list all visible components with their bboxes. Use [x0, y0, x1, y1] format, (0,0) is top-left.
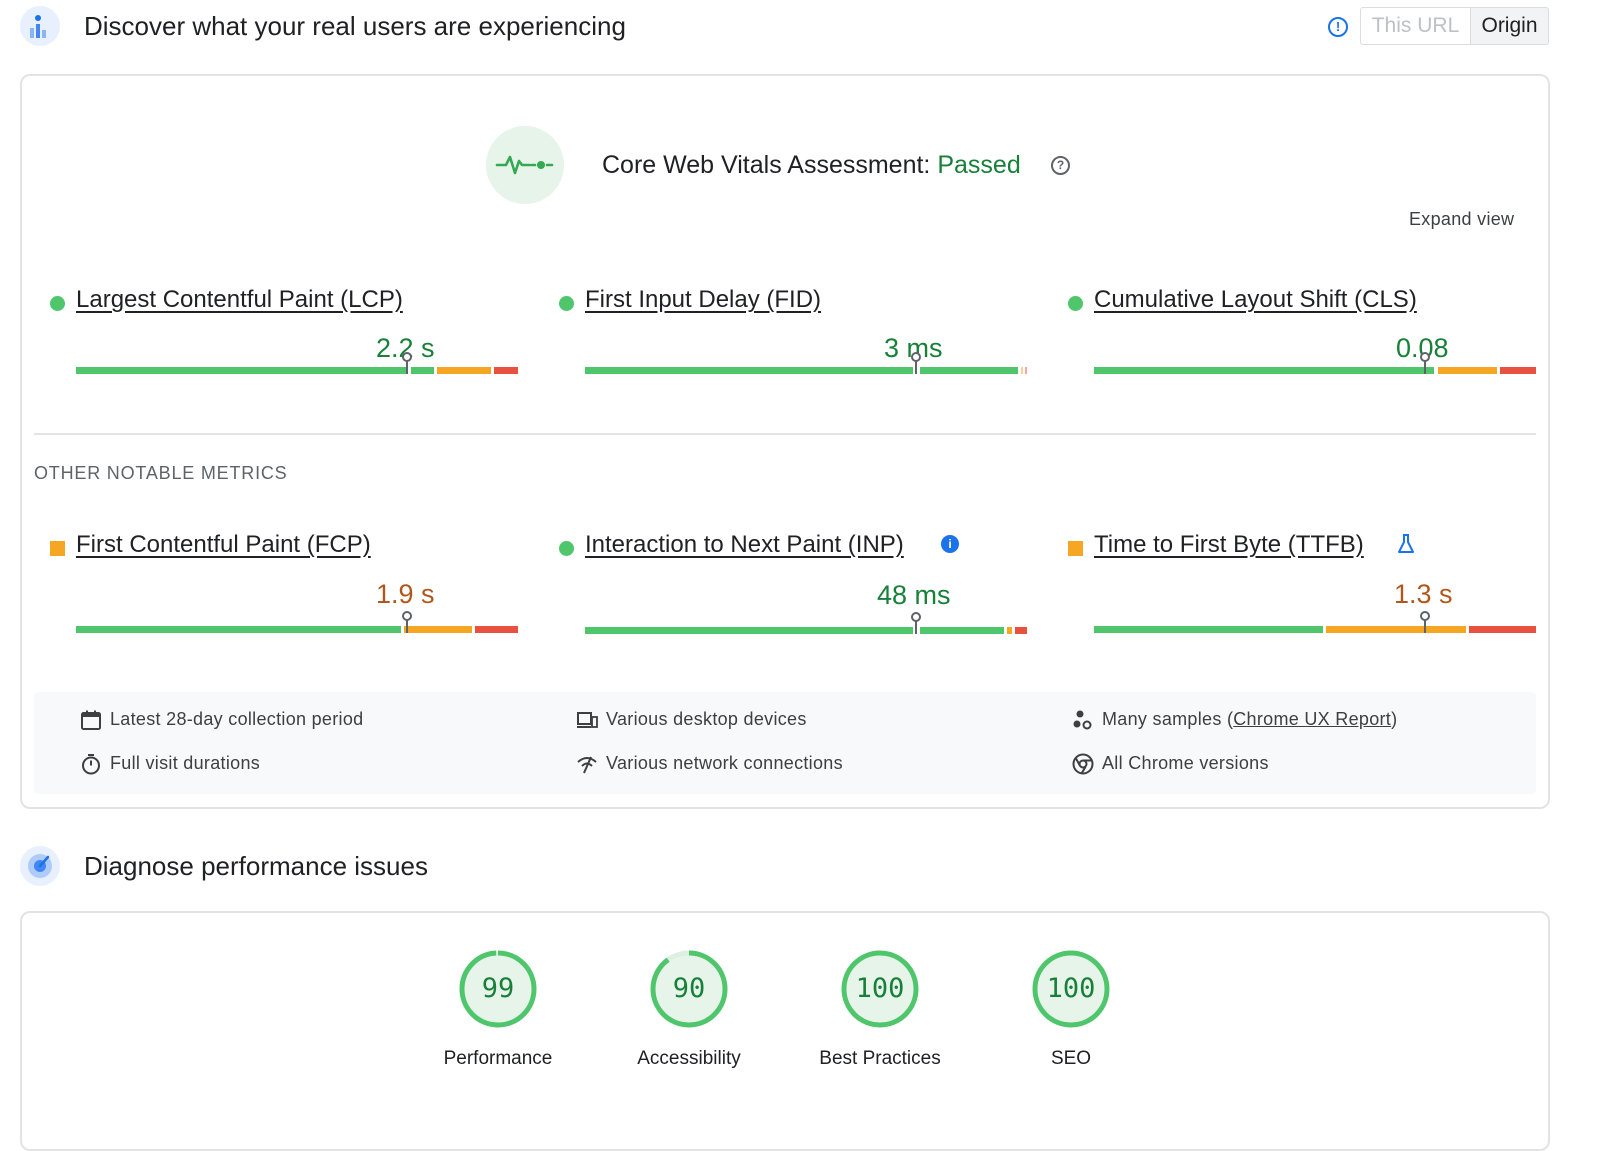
score-value: 100 [855, 973, 905, 1004]
bar-poor [1469, 626, 1536, 633]
distribution-bar [585, 352, 1027, 374]
bar-good [1094, 626, 1323, 633]
wifi-icon [577, 756, 597, 774]
metric-lcp: Largest Contentful Paint (LCP) 2.2 s [50, 286, 520, 386]
score-label: SEO [1050, 1048, 1092, 1069]
cwv-assessment-label: Core Web Vitals Assessment: [602, 151, 931, 179]
bar-needs-improvement [1326, 626, 1466, 633]
distribution-bar [1094, 352, 1536, 374]
bar-good [411, 367, 434, 374]
p75-marker [1420, 611, 1430, 633]
metric-fid: First Input Delay (FID) 3 ms [559, 286, 1029, 386]
stopwatch-icon [82, 754, 100, 775]
bar-needs-improvement [1438, 367, 1497, 374]
p75-marker [1420, 352, 1430, 374]
bar-poor [1015, 627, 1027, 634]
needs-improvement-indicator [1068, 541, 1083, 556]
good-indicator [559, 296, 574, 311]
lab-data-title: Diagnose performance issues [84, 851, 428, 881]
p75-marker [911, 352, 921, 374]
accessibility-gauge[interactable]: 90 [649, 949, 729, 1029]
good-indicator [559, 541, 574, 556]
score-value: 99 [481, 973, 515, 1004]
cwv-assessment: Core Web Vitals Assessment: Passed [602, 151, 1021, 180]
field-data-icon [20, 6, 60, 46]
bar-good [76, 626, 401, 633]
bar-poor [1025, 367, 1027, 374]
cwv-assessment-status: Passed [937, 151, 1021, 179]
good-indicator [50, 296, 65, 311]
performance-gauge[interactable]: 99 [458, 949, 538, 1029]
bar-good [1094, 367, 1434, 374]
calendar-icon [81, 710, 101, 730]
bar-needs-improvement [1007, 627, 1012, 634]
help-icon[interactable]: ? [1051, 156, 1070, 175]
other-metrics-heading: OTHER NOTABLE METRICS [34, 463, 288, 483]
bar-needs-improvement [437, 367, 491, 374]
bar-good [585, 367, 913, 374]
devices-icon [577, 712, 598, 728]
section-divider [34, 433, 1536, 435]
field-data-title: Discover what your real users are experi… [84, 11, 626, 41]
lab-data-card [20, 911, 1550, 1151]
bar-good [920, 627, 1004, 634]
heartbeat-icon [486, 126, 564, 204]
radar-icon [20, 846, 60, 886]
collection-info-panel [34, 692, 1536, 794]
p75-marker [402, 611, 412, 633]
best-practices-gauge[interactable]: 100 [840, 949, 920, 1029]
origin-toggle[interactable]: Origin [1470, 7, 1549, 45]
bar-poor [1500, 367, 1536, 374]
expand-view-button[interactable]: Expand view [1409, 209, 1515, 229]
score-label: Accessibility [637, 1048, 741, 1069]
distribution-bar [585, 612, 1027, 634]
metric-value: 1.9 s [376, 579, 435, 609]
score-value: 100 [1046, 973, 1096, 1004]
metric-name[interactable]: First Input Delay (FID) [585, 286, 822, 313]
info-icon[interactable]: ! [1328, 17, 1348, 37]
this-url-toggle[interactable]: This URL [1360, 7, 1471, 45]
metric-inp: Interaction to Next Paint (INP) i 48 ms [559, 531, 1029, 634]
flask-icon[interactable] [1396, 533, 1416, 555]
bar-poor [494, 367, 518, 374]
bar-needs-improvement [1021, 367, 1023, 374]
metric-name[interactable]: First Contentful Paint (FCP) [76, 531, 371, 558]
metric-name[interactable]: Cumulative Layout Shift (CLS) [1094, 286, 1417, 313]
seo-gauge[interactable]: 100 [1031, 949, 1111, 1029]
chrome-ux-report-link[interactable]: Chrome UX Report [1233, 709, 1392, 729]
needs-improvement-indicator [50, 541, 65, 556]
metric-name[interactable]: Largest Contentful Paint (LCP) [76, 286, 403, 313]
p75-marker [911, 612, 921, 634]
metric-cls: Cumulative Layout Shift (CLS) 0.08 [1068, 286, 1538, 386]
bar-poor [475, 626, 518, 633]
metric-fcp: First Contentful Paint (FCP) 1.9 s [50, 531, 520, 633]
bar-good [76, 367, 408, 374]
metric-value: 1.3 s [1394, 579, 1453, 609]
distribution-bar [76, 611, 518, 633]
good-indicator [1068, 296, 1083, 311]
samples-icon [1073, 710, 1092, 730]
metric-name[interactable]: Time to First Byte (TTFB) [1094, 531, 1364, 558]
field-data-card [20, 74, 1550, 809]
chrome-icon [1072, 753, 1094, 775]
score-label: Best Practices [819, 1048, 941, 1069]
info-icon[interactable]: i [941, 535, 959, 553]
bar-needs-improvement [404, 626, 472, 633]
score-label: Performance [443, 1048, 553, 1069]
distribution-bar [1094, 611, 1536, 633]
metric-ttfb: Time to First Byte (TTFB) 1.3 s [1068, 531, 1538, 633]
bar-good [920, 367, 1018, 374]
bar-good [585, 627, 913, 634]
metric-name[interactable]: Interaction to Next Paint (INP) [585, 531, 904, 558]
metric-value: 48 ms [877, 580, 951, 610]
score-value: 90 [672, 973, 706, 1004]
distribution-bar [76, 352, 518, 374]
p75-marker [402, 352, 412, 374]
